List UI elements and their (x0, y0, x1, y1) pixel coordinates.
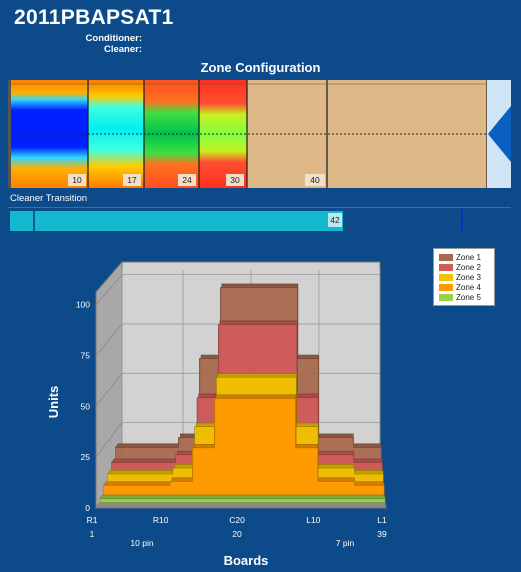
x-tick-label: R10 (153, 515, 169, 525)
pin-label: 10 pin (130, 538, 153, 548)
x-tick-label: L10 (306, 515, 320, 525)
zone-marker-label: 40 (310, 175, 320, 185)
page-title: 2011PBAPSAT1 (14, 6, 174, 29)
zone-band-4 (199, 80, 247, 188)
zone-marker-label: 24 (182, 175, 192, 185)
zone-top-surface (99, 494, 386, 499)
conditioner-label: Conditioner: (85, 33, 142, 44)
zone-front-face (99, 498, 386, 503)
pin-deck-marker (488, 106, 511, 162)
chart-x-ticks: R1 R10 C20 L10 L1 1 20 39 10 pin 7 pin (87, 515, 387, 548)
oil-pattern-chart: 0 25 50 75 100 R1 R10 C20 L10 L1 1 20 39 10 pin 7 pin… (46, 260, 387, 568)
board-number-label: 39 (377, 529, 387, 539)
legend-label: Zone 3 (456, 273, 481, 282)
cleaner-transition-label: Cleaner Transition (10, 193, 88, 204)
legend-swatch (439, 264, 453, 272)
legend-item: Zone 3 (439, 273, 481, 282)
chart-legend: Zone 1 Zone 2 Zone 3 Zone 4 Zone 5 (433, 248, 495, 306)
x-axis-label: Boards (224, 553, 269, 568)
legend-swatch (439, 294, 453, 302)
cleaner-transition-bar: 42 (8, 207, 511, 231)
legend-item: Zone 2 (439, 263, 481, 272)
legend-swatch (439, 254, 453, 262)
cleaner-transition-value: 42 (330, 215, 340, 225)
chart-zones (99, 283, 386, 503)
x-tick-label: R1 (87, 515, 98, 525)
legend-item: Zone 4 (439, 283, 481, 292)
zone-marker-label: 17 (127, 175, 137, 185)
legend-label: Zone 4 (456, 283, 481, 292)
legend-item: Zone 5 (439, 293, 481, 302)
cleaner-transition-fill (10, 211, 343, 231)
y-tick-label: 25 (81, 452, 91, 462)
zone-configuration-title: Zone Configuration (200, 60, 321, 75)
board-number-label: 1 (90, 529, 95, 539)
y-tick-label: 100 (76, 300, 90, 310)
pin-label: 7 pin (336, 538, 355, 548)
zone-front-face (103, 398, 385, 498)
y-tick-label: 75 (81, 350, 91, 360)
zone-marker-label: 10 (72, 175, 82, 185)
legend-label: Zone 2 (456, 263, 481, 272)
x-tick-label: C20 (229, 515, 245, 525)
zone-marker-label: 30 (230, 175, 240, 185)
zone-configuration-lane: 10 17 24 30 40 (8, 80, 511, 188)
legend-item: Zone 1 (439, 253, 481, 262)
y-tick-label: 50 (81, 401, 91, 411)
cleaner-label: Cleaner: (103, 44, 142, 55)
legend-swatch (439, 284, 453, 292)
legend-label: Zone 5 (456, 293, 481, 302)
y-axis-label: Units (46, 386, 61, 419)
legend-swatch (439, 274, 453, 282)
chart-y-ticks: 0 25 50 75 100 (76, 300, 90, 513)
y-tick-label: 0 (85, 503, 90, 513)
x-tick-label: L1 (377, 515, 387, 525)
legend-label: Zone 1 (456, 253, 481, 262)
board-number-label: 20 (232, 529, 242, 539)
